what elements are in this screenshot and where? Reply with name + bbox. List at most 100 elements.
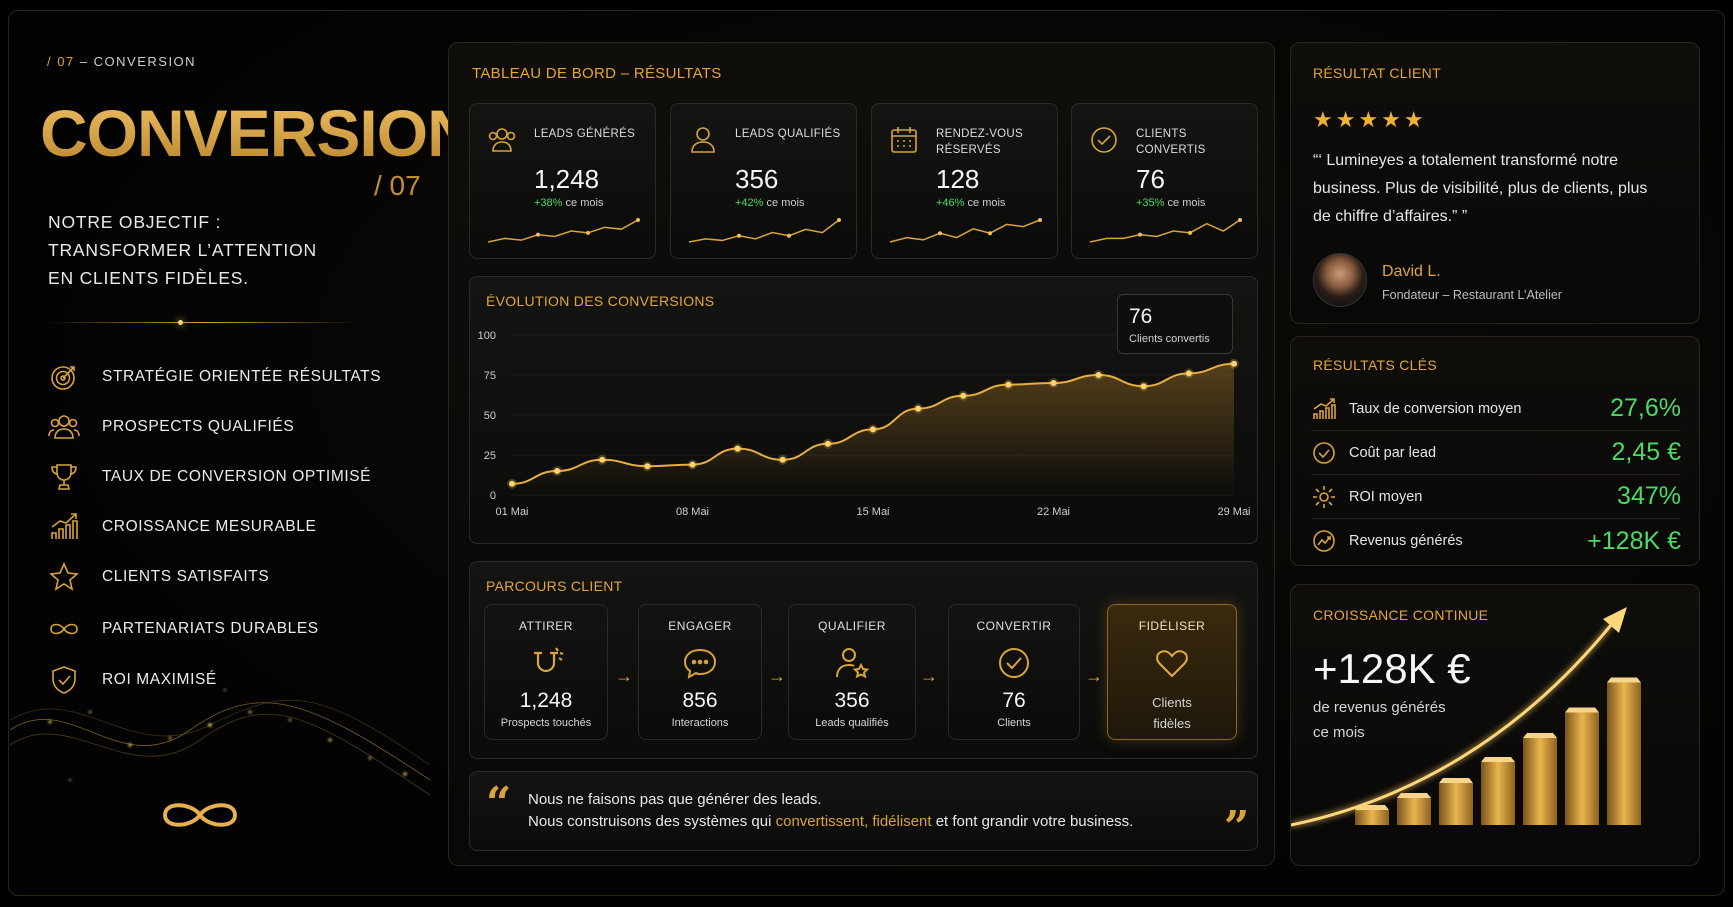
rating-stars: ★★★★★: [1313, 107, 1427, 132]
star-icon: [49, 562, 79, 591]
data-point: [915, 405, 922, 412]
data-point: [554, 468, 561, 474]
data-point: [870, 426, 876, 433]
data-point: [1231, 360, 1237, 367]
growth-bar: [1523, 738, 1557, 825]
tooltip-label: Clients convertis: [1129, 333, 1210, 345]
key-result-value: 2,45 €: [1611, 438, 1681, 466]
feature-label: PARTENARIATS DURABLES: [102, 620, 319, 637]
user-icon: [691, 127, 715, 153]
x-tick-label: 29 Mai: [1217, 506, 1250, 518]
step-sub: Leads qualifiés: [815, 717, 889, 729]
key-results-panel: RÉSULTATS CLÉS Taux de conversion moyen …: [1290, 336, 1700, 566]
quote-line: Nous ne faisons pas que générer des lead…: [528, 791, 822, 808]
growth-bar: [1397, 798, 1431, 825]
kpi-value: 128: [936, 164, 980, 194]
feature-item: PARTENARIATS DURABLES: [48, 612, 319, 646]
step-convertir[interactable]: CONVERTIR 76 Clients: [948, 604, 1080, 740]
feature-item: TAUX DE CONVERSION OPTIMISÉ: [48, 460, 371, 494]
kpi-card-qualified[interactable]: LEADS QUALIFIÉS 356 +42% ce mois: [670, 103, 857, 259]
arrow-right-icon: →: [768, 666, 786, 686]
check-circle-icon: [1091, 127, 1117, 153]
step-value: 1,248: [519, 689, 573, 712]
growth-value: +128K €: [1313, 645, 1471, 692]
sparkline-line: [487, 219, 639, 243]
arrow-right-icon: →: [615, 666, 633, 686]
step-title: FIDÉLISER: [1138, 619, 1206, 633]
check-circle-icon: [999, 648, 1029, 678]
growth-subtitle: de revenus générés: [1313, 699, 1446, 716]
quote-open-icon: “: [486, 778, 512, 829]
kpi-card-appointments[interactable]: RENDEZ-VOUS RÉSERVÉS 128 +46% ce mois: [871, 103, 1058, 259]
kpi-label: RENDEZ-VOUS RÉSERVÉS: [936, 128, 1024, 156]
avatar: [1313, 253, 1367, 307]
divider: [48, 322, 358, 323]
heart-icon: [1156, 650, 1188, 678]
quote-text-part: et font grandir votre business.: [931, 813, 1134, 830]
sparkline-point: [938, 231, 942, 236]
arrow-right-icon: →: [920, 666, 938, 686]
y-tick-label: 75: [484, 370, 496, 382]
feature-item: CROISSANCE MESURABLE: [48, 510, 316, 544]
data-point: [1005, 381, 1012, 388]
quote-card: “ Nous ne faisons pas que générer des le…: [469, 771, 1258, 853]
y-tick-label: 0: [490, 490, 496, 502]
sparkline-point: [787, 233, 791, 238]
sparkline-point: [536, 232, 540, 237]
kpi-label: LEADS QUALIFIÉS: [735, 128, 841, 140]
check-circle-icon: [1313, 441, 1335, 464]
users-icon: [48, 415, 80, 439]
growth-bar-top: [1397, 793, 1431, 798]
growth-bar-top: [1523, 733, 1557, 738]
step-attirer[interactable]: ATTIRER 1,248 Prospects touchés: [484, 604, 608, 740]
kpi-sparkline: [889, 218, 1042, 243]
kpi-delta-suffix: ce mois: [967, 197, 1006, 209]
y-tick-label: 50: [484, 410, 496, 422]
key-result-row: Revenus générés +128K €: [1311, 519, 1681, 563]
testimonial-panel: RÉSULTAT CLIENT ★★★★★ “‘ Lumineyes a tot…: [1290, 42, 1700, 324]
data-point: [960, 392, 967, 399]
data-point: [689, 461, 696, 468]
objective-line: EN CLIENTS FIDÈLES.: [48, 268, 249, 288]
data-point: [1185, 370, 1192, 377]
step-title: CONVERTIR: [976, 619, 1052, 633]
step-engager[interactable]: ENGAGER 856 Interactions: [638, 604, 762, 740]
sparkline-point: [988, 231, 992, 236]
testimonial-quote: “‘ Lumineyes a totalement transformé not…: [1313, 152, 1648, 225]
quote-highlight: convertissent: [775, 813, 864, 830]
quote-text-part: Nous construisons des systèmes qui: [528, 813, 776, 830]
step-title: ENGAGER: [668, 619, 732, 633]
step-value: 856: [682, 689, 718, 712]
growth-arrow: [1291, 624, 1613, 827]
parcours-title: PARCOURS CLIENT: [486, 578, 623, 594]
key-result-row: Taux de conversion moyen 27,6%: [1311, 387, 1681, 431]
kpi-delta-suffix: ce mois: [1167, 197, 1206, 209]
step-title: ATTIRER: [519, 619, 573, 633]
tooltip-value: 76: [1129, 305, 1153, 328]
divider-dot: [178, 320, 183, 325]
kpi-delta: +35% ce mois: [1136, 197, 1205, 209]
quote-line: Nous construisons des systèmes qui conve…: [528, 811, 1133, 833]
infinity-icon: [50, 623, 78, 635]
step-qualifier[interactable]: QUALIFIER 356 Leads qualifiés: [788, 604, 916, 740]
kpi-delta: +38% ce mois: [534, 197, 603, 209]
feature-label: TAUX DE CONVERSION OPTIMISÉ: [102, 468, 372, 485]
kpi-card-clients[interactable]: CLIENTS CONVERTIS 76 +35% ce mois: [1071, 103, 1258, 259]
sparkline-point: [837, 218, 841, 222]
feature-label: CROISSANCE MESURABLE: [102, 518, 317, 535]
section-kicker: / 07 – CONVERSION: [47, 54, 196, 69]
growth-subtitle: ce mois: [1313, 724, 1365, 741]
user-star-icon: [836, 648, 870, 679]
objective-text: NOTRE OBJECTIF : TRANSFORMER L’ATTENTION…: [48, 208, 378, 292]
step-fideliser[interactable]: FIDÉLISER Clients fidèles: [1107, 604, 1237, 740]
quote-highlight: fidélisent: [872, 813, 932, 830]
quote-text-part: ,: [864, 813, 873, 830]
growth-bar-top: [1439, 778, 1473, 783]
kpi-sparkline: [487, 218, 640, 243]
step-sub: Prospects touchés: [500, 717, 592, 729]
data-point: [734, 445, 741, 452]
sparkline-point: [1138, 232, 1142, 237]
sparkline-point: [586, 230, 590, 235]
trend-icon: [1313, 530, 1335, 552]
kpi-card-leads[interactable]: LEADS GÉNÉRÉS 1,248 +38% ce mois: [469, 103, 656, 259]
